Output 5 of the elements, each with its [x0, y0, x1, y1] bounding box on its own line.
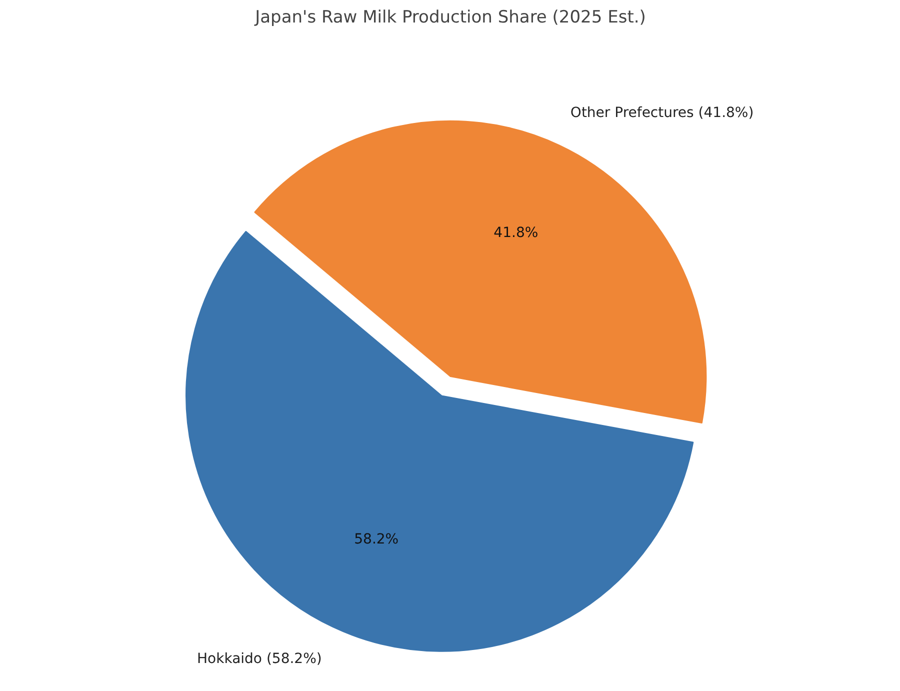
slice-label: Other Prefectures (41.8%): [570, 105, 754, 122]
chart-title: Japan's Raw Milk Production Share (2025 Est.): [254, 8, 646, 28]
data-label: 58.2%: [354, 531, 399, 548]
slice-label: Hokkaido (58.2%): [197, 651, 322, 668]
data-label: 41.8%: [494, 224, 538, 241]
